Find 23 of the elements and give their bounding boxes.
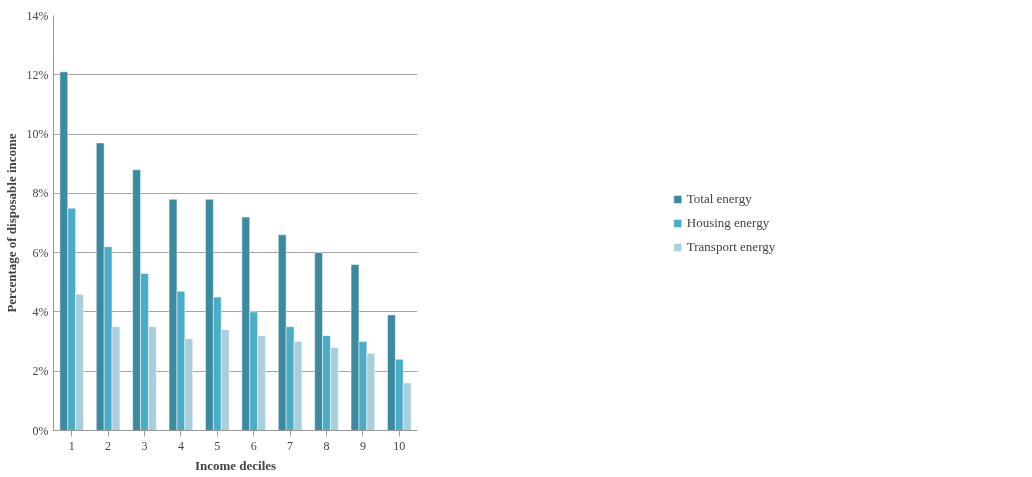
y-axis-title: Percentage of disposable income xyxy=(3,133,19,313)
y-tick-label: 6% xyxy=(32,245,49,260)
y-tick-label: 8% xyxy=(32,186,49,201)
x-tick-label: 3 xyxy=(141,438,148,453)
x-tick-label: 7 xyxy=(287,438,294,453)
y-tick-label: 12% xyxy=(26,67,49,82)
x-tick-label: 2 xyxy=(105,438,112,453)
x-tick-label: 5 xyxy=(214,438,221,453)
legend-label: Total energy xyxy=(686,190,752,207)
x-tick-label: 6 xyxy=(250,438,257,453)
x-tick-label: 8 xyxy=(323,438,330,453)
y-tick-label: 4% xyxy=(32,304,49,319)
x-tick-label: 4 xyxy=(177,438,184,453)
y-tick-label: 2% xyxy=(32,364,49,379)
x-tick-label: 10 xyxy=(393,438,406,453)
y-tick-label: 14% xyxy=(26,8,49,23)
legend-label: Housing energy xyxy=(686,214,770,231)
x-axis-title: Income deciles xyxy=(194,457,277,473)
y-tick-label: 0% xyxy=(32,423,49,438)
y-tick-label: 10% xyxy=(26,127,49,142)
x-tick-label: 1 xyxy=(68,438,75,453)
legend-label: Transport energy xyxy=(686,238,776,255)
x-tick-label: 9 xyxy=(359,438,366,453)
